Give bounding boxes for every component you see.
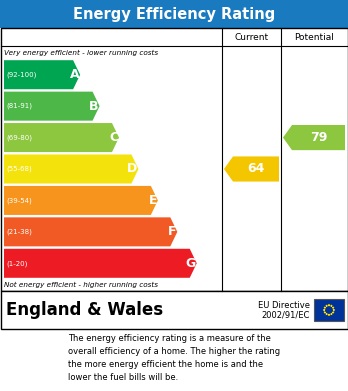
Polygon shape (323, 311, 326, 314)
Polygon shape (4, 217, 177, 246)
Text: (92-100): (92-100) (6, 72, 37, 78)
Text: C: C (109, 131, 118, 144)
Polygon shape (4, 249, 197, 278)
Polygon shape (224, 156, 279, 181)
Text: Not energy efficient - higher running costs: Not energy efficient - higher running co… (4, 282, 158, 288)
Polygon shape (283, 125, 345, 150)
Polygon shape (332, 311, 334, 314)
Polygon shape (327, 313, 331, 316)
Text: E: E (148, 194, 157, 207)
Text: 2002/91/EC: 2002/91/EC (262, 310, 310, 319)
Polygon shape (4, 186, 158, 215)
Polygon shape (323, 308, 326, 311)
Text: B: B (89, 100, 98, 113)
Text: England & Wales: England & Wales (6, 301, 163, 319)
Polygon shape (325, 304, 328, 307)
Text: (39-54): (39-54) (6, 197, 32, 204)
Polygon shape (325, 313, 328, 316)
Text: Current: Current (235, 32, 269, 41)
Polygon shape (4, 154, 139, 183)
Bar (0, 28, 348, 291)
Text: Very energy efficient - lower running costs: Very energy efficient - lower running co… (4, 49, 158, 56)
Polygon shape (4, 60, 80, 89)
Bar (0, 0, 348, 28)
Text: F: F (168, 225, 176, 239)
Text: (21-38): (21-38) (6, 229, 32, 235)
Text: The energy efficiency rating is a measure of the
overall efficiency of a home. T: The energy efficiency rating is a measur… (68, 334, 280, 382)
Polygon shape (327, 304, 331, 307)
Text: Potential: Potential (294, 32, 334, 41)
Text: A: A (70, 68, 79, 81)
Text: (1-20): (1-20) (6, 260, 27, 267)
Text: 79: 79 (310, 131, 327, 144)
Polygon shape (330, 304, 333, 307)
Text: (55-68): (55-68) (6, 166, 32, 172)
Polygon shape (330, 313, 333, 316)
Text: EU Directive: EU Directive (258, 301, 310, 310)
Polygon shape (332, 306, 334, 309)
Text: (69-80): (69-80) (6, 135, 32, 141)
Text: Energy Efficiency Rating: Energy Efficiency Rating (73, 7, 275, 22)
Polygon shape (4, 91, 100, 121)
Text: G: G (185, 257, 196, 270)
Polygon shape (323, 306, 326, 309)
Text: 64: 64 (247, 163, 265, 176)
Bar (0, 291, 348, 329)
Polygon shape (4, 123, 119, 152)
Text: D: D (127, 163, 137, 176)
Bar (314, 299, 344, 321)
Polygon shape (332, 308, 335, 311)
Text: (81-91): (81-91) (6, 103, 32, 109)
